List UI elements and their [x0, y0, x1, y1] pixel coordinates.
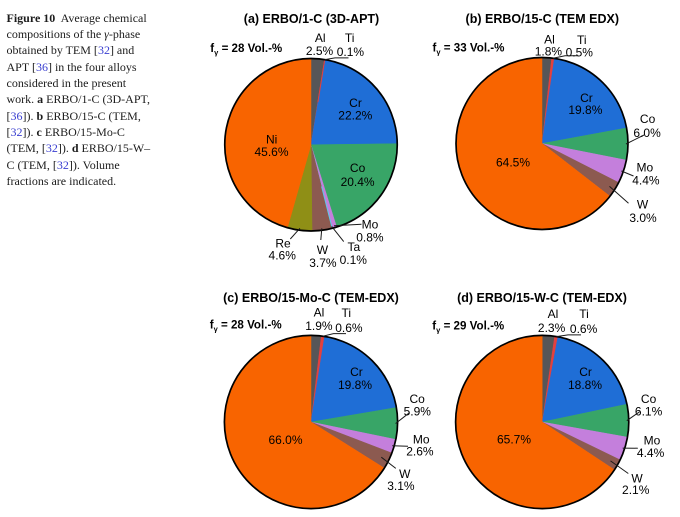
svg-text:W: W: [637, 198, 649, 212]
svg-text:4.4%: 4.4%: [632, 174, 660, 188]
svg-text:4.6%: 4.6%: [269, 249, 297, 263]
svg-text:0.5%: 0.5%: [566, 45, 594, 59]
svg-text:2.5%: 2.5%: [306, 44, 334, 58]
svg-text:18.8%: 18.8%: [568, 378, 602, 392]
svg-text:Al: Al: [314, 306, 325, 320]
svg-text:fγ = 33 Vol.-%: fγ = 33 Vol.-%: [433, 41, 505, 56]
svg-text:(d) ERBO/15-W-C (TEM-EDX): (d) ERBO/15-W-C (TEM-EDX): [457, 291, 627, 305]
svg-text:Cr: Cr: [349, 96, 362, 110]
svg-text:3.1%: 3.1%: [387, 479, 415, 493]
svg-text:Co: Co: [410, 392, 426, 406]
svg-text:fγ = 28 Vol.-%: fγ = 28 Vol.-%: [210, 319, 282, 334]
svg-text:(a) ERBO/1-C (3D-APT): (a) ERBO/1-C (3D-APT): [244, 12, 379, 26]
svg-text:4.4%: 4.4%: [637, 446, 665, 460]
svg-text:Ti: Ti: [345, 31, 355, 45]
svg-text:(c) ERBO/15-Mo-C (TEM-EDX): (c) ERBO/15-Mo-C (TEM-EDX): [223, 291, 399, 305]
svg-text:Mo: Mo: [636, 161, 653, 175]
svg-text:45.6%: 45.6%: [254, 145, 288, 159]
svg-text:(b) ERBO/15-C (TEM EDX): (b) ERBO/15-C (TEM EDX): [466, 12, 619, 26]
svg-text:1.8%: 1.8%: [535, 44, 563, 58]
svg-text:Cr: Cr: [580, 91, 593, 105]
svg-text:3.0%: 3.0%: [629, 211, 657, 225]
svg-text:6.1%: 6.1%: [635, 404, 663, 418]
svg-text:W: W: [317, 243, 329, 257]
svg-text:66.0%: 66.0%: [268, 433, 302, 447]
svg-text:0.1%: 0.1%: [340, 253, 368, 267]
svg-text:Co: Co: [640, 112, 656, 126]
svg-text:Al: Al: [548, 307, 559, 321]
svg-text:19.8%: 19.8%: [568, 103, 602, 117]
svg-text:Al: Al: [315, 31, 326, 45]
svg-text:3.7%: 3.7%: [309, 256, 337, 270]
svg-text:22.2%: 22.2%: [338, 108, 372, 122]
svg-text:Mo: Mo: [644, 434, 661, 448]
svg-text:Al: Al: [544, 32, 555, 46]
svg-text:W: W: [399, 467, 411, 481]
svg-text:Ta: Ta: [347, 240, 360, 254]
svg-text:1.9%: 1.9%: [305, 319, 333, 333]
svg-text:Mo: Mo: [362, 218, 379, 232]
svg-text:2.3%: 2.3%: [538, 321, 566, 335]
svg-text:5.9%: 5.9%: [404, 404, 432, 418]
svg-text:Mo: Mo: [413, 432, 430, 446]
svg-text:Cr: Cr: [350, 365, 363, 379]
svg-text:64.5%: 64.5%: [496, 156, 530, 170]
svg-text:19.8%: 19.8%: [338, 378, 372, 392]
svg-text:Ti: Ti: [579, 307, 589, 321]
svg-text:20.4%: 20.4%: [341, 175, 375, 189]
svg-text:65.7%: 65.7%: [497, 433, 531, 447]
svg-text:Cr: Cr: [579, 365, 592, 379]
svg-text:fγ = 29 Vol.-%: fγ = 29 Vol.-%: [432, 320, 504, 335]
svg-text:Co: Co: [641, 392, 657, 406]
svg-text:0.1%: 0.1%: [337, 45, 365, 59]
svg-text:fγ = 28 Vol.-%: fγ = 28 Vol.-%: [210, 42, 282, 57]
svg-text:W: W: [631, 471, 643, 485]
svg-text:0.6%: 0.6%: [570, 322, 598, 336]
svg-text:Ti: Ti: [342, 306, 352, 320]
svg-text:Co: Co: [350, 161, 366, 175]
svg-text:2.6%: 2.6%: [406, 445, 434, 459]
svg-text:2.1%: 2.1%: [622, 483, 650, 497]
svg-text:0.6%: 0.6%: [335, 321, 363, 335]
svg-text:Ti: Ti: [577, 33, 587, 47]
svg-text:Ni: Ni: [266, 133, 277, 147]
svg-text:0.8%: 0.8%: [356, 231, 384, 245]
svg-text:Re: Re: [275, 236, 291, 250]
